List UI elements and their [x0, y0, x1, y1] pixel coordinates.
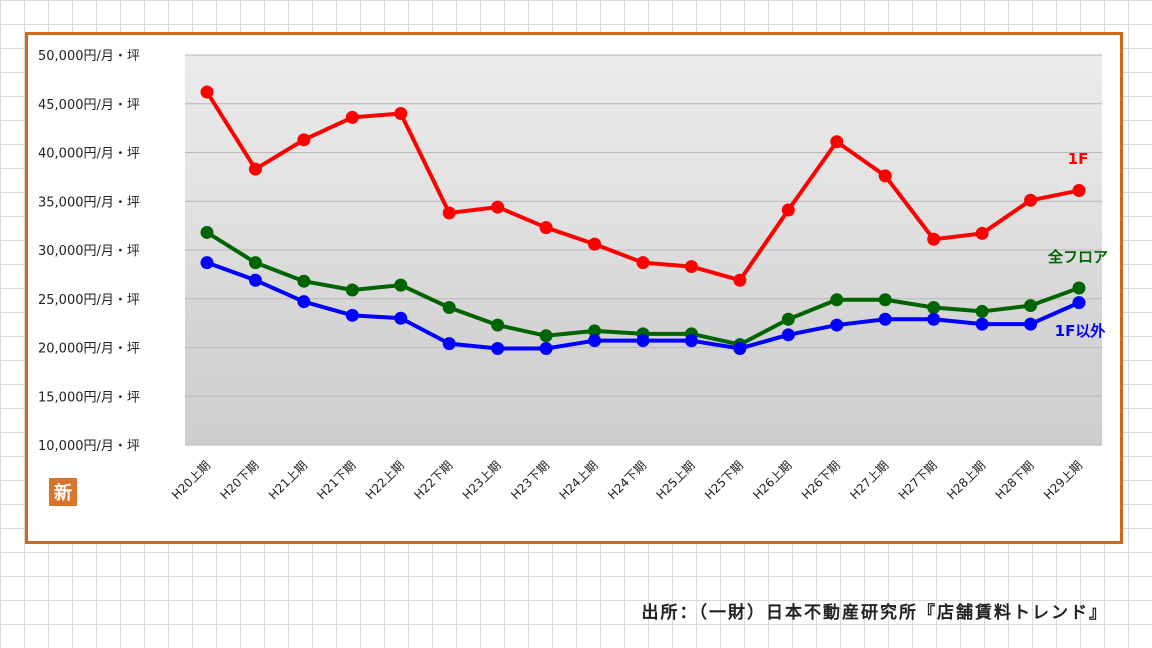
series-label: 1F以外	[1055, 322, 1106, 340]
grid-lines	[185, 54, 1102, 446]
data-point	[684, 260, 698, 274]
x-tick-label: H28上期	[944, 458, 988, 502]
data-point	[1024, 317, 1038, 331]
data-point	[975, 226, 989, 240]
x-tick-label: H27下期	[896, 458, 940, 502]
data-point	[588, 334, 602, 348]
y-axis-ticks: 10,000円/月・坪 15,000円/月・坪 20,000円/月・坪 25,000円…	[38, 49, 140, 454]
data-point	[248, 273, 262, 287]
x-tick-label: H24上期	[557, 458, 601, 502]
y-tick-label: 25,000円/月・坪	[38, 293, 140, 308]
x-tick-label: H23下期	[508, 458, 552, 502]
data-point	[200, 256, 214, 270]
series-label: 1F	[1068, 150, 1089, 168]
data-point	[636, 334, 650, 348]
x-tick-label: H28下期	[993, 458, 1037, 502]
data-point	[588, 324, 602, 338]
y-tick-label: 50,000円/月・坪	[38, 49, 140, 64]
data-point	[781, 203, 795, 217]
data-point	[394, 107, 408, 120]
x-tick-label: H23上期	[460, 458, 504, 502]
data-point	[1072, 296, 1086, 310]
y-tick-label: 10,000円/月・坪	[38, 439, 140, 454]
data-point	[539, 221, 553, 235]
series-1	[200, 85, 1086, 287]
data-point	[588, 237, 602, 251]
data-point	[345, 308, 359, 322]
data-point	[927, 232, 941, 246]
x-tick-label: H21上期	[266, 458, 310, 502]
data-point	[442, 206, 456, 220]
y-tick-label: 40,000円/月・坪	[38, 147, 140, 162]
data-point	[781, 312, 795, 326]
data-point	[733, 341, 747, 355]
data-point	[248, 256, 262, 270]
data-point	[781, 328, 795, 342]
data-point	[878, 169, 892, 183]
data-point	[539, 329, 553, 343]
data-point	[491, 318, 505, 332]
x-tick-label: H21下期	[314, 458, 358, 502]
new-badge: 新	[49, 478, 77, 506]
x-tick-label: H26下期	[799, 458, 843, 502]
data-point	[1072, 281, 1086, 295]
data-point	[830, 135, 844, 149]
data-point	[733, 273, 747, 287]
x-tick-label: H25上期	[654, 458, 698, 502]
data-point	[200, 225, 214, 239]
data-point	[636, 256, 650, 270]
series-labels: 1F 全フロア 1F以外	[1047, 150, 1108, 340]
data-point	[297, 274, 311, 288]
data-point	[830, 318, 844, 332]
series-3	[200, 256, 1086, 355]
data-point	[830, 293, 844, 307]
data-point	[200, 85, 214, 99]
y-tick-label: 20,000円/月・坪	[38, 342, 140, 357]
data-point	[297, 133, 311, 147]
data-point	[1072, 184, 1086, 198]
data-point	[1024, 193, 1038, 207]
data-point	[539, 341, 553, 355]
y-tick-label: 30,000円/月・坪	[38, 244, 140, 259]
series-lines	[200, 85, 1086, 355]
y-tick-label: 35,000円/月・坪	[38, 195, 140, 210]
x-tick-label: H24下期	[605, 458, 649, 502]
x-axis-ticks: H20上期 H20下期 H21上期 H21下期 H22上期 H22下期 H23上期 H23下期…	[169, 458, 1085, 502]
x-tick-label: H29上期	[1041, 458, 1085, 502]
y-tick-label: 15,000円/月・坪	[38, 390, 140, 405]
data-point	[248, 162, 262, 176]
x-tick-label: H22下期	[411, 458, 455, 502]
series-line	[205, 90, 1080, 283]
data-point	[927, 312, 941, 326]
x-tick-label: H22上期	[363, 458, 407, 502]
data-point	[394, 278, 408, 292]
data-point	[442, 337, 456, 351]
series-2	[200, 225, 1086, 352]
source-caption: 出所：（一財）日本不動産研究所『店舗賃料トレンド』	[641, 603, 1108, 623]
data-point	[975, 317, 989, 331]
series-label: 全フロア	[1047, 248, 1108, 266]
x-tick-label: H27上期	[847, 458, 891, 502]
x-tick-label: H20上期	[169, 458, 213, 502]
data-point	[297, 295, 311, 309]
data-point	[878, 293, 892, 307]
data-point	[442, 301, 456, 315]
data-point	[491, 341, 505, 355]
data-point	[1024, 299, 1038, 313]
data-point	[345, 110, 359, 124]
data-point	[684, 334, 698, 348]
data-point	[878, 312, 892, 326]
x-tick-label: H20下期	[218, 458, 262, 502]
data-point	[394, 311, 408, 325]
data-point	[927, 301, 941, 315]
data-point	[975, 304, 989, 318]
y-tick-label: 45,000円/月・坪	[38, 98, 140, 113]
data-point	[491, 200, 505, 214]
data-point	[345, 283, 359, 297]
x-tick-label: H25下期	[702, 458, 746, 502]
x-tick-label: H26上期	[750, 458, 794, 502]
